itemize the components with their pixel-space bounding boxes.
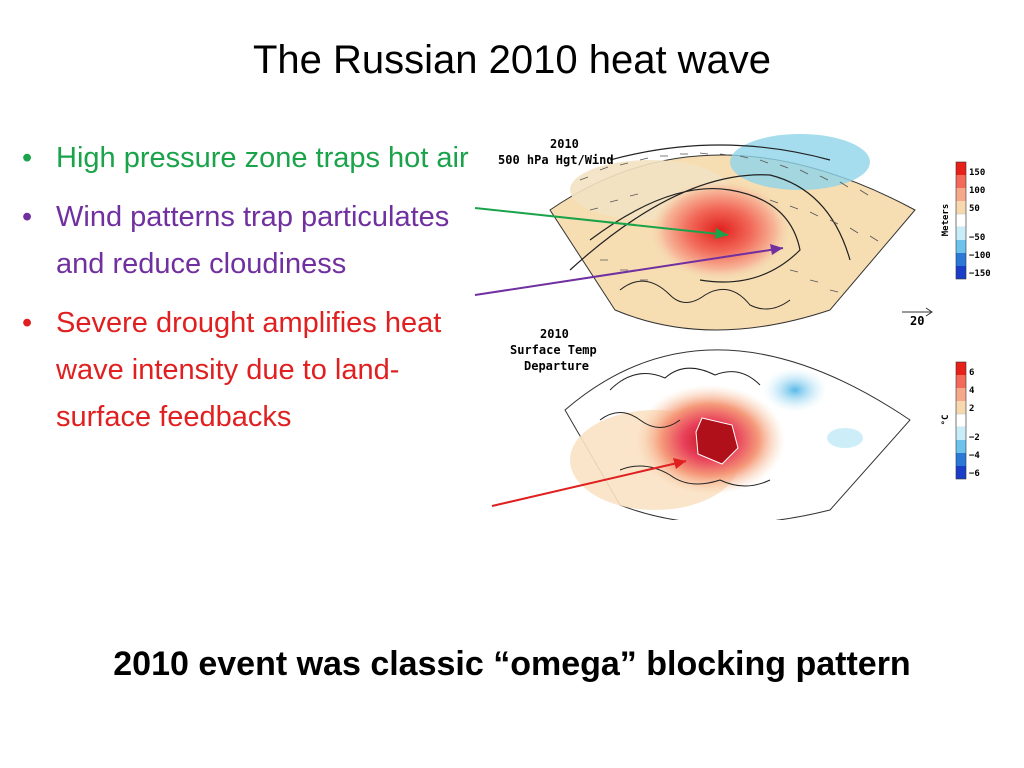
top-map-year: 2010 bbox=[550, 137, 579, 151]
bottom-colorbar-tick: −2 bbox=[969, 433, 980, 443]
arrow-green bbox=[474, 207, 729, 239]
top-map-contour bbox=[609, 144, 831, 161]
bottom-colorbar-tick: 6 bbox=[969, 368, 974, 378]
bottom-map-label-line1: Surface Temp bbox=[510, 343, 597, 357]
top-colorbar-tick: −100 bbox=[969, 251, 990, 261]
top-colorbar-tick: 150 bbox=[969, 168, 985, 178]
bottom-colorbar-tick: −6 bbox=[969, 469, 980, 479]
top-map-contour bbox=[589, 187, 801, 283]
bullet-marker: • bbox=[22, 201, 33, 233]
bottom-map-label-line2: Departure bbox=[524, 359, 589, 373]
bottom-colorbar-tick: 4 bbox=[969, 386, 975, 396]
bullet-marker: • bbox=[22, 307, 33, 339]
bottom-colorbar-unit: °C bbox=[941, 415, 951, 426]
top-map-500hpa: 2010 500 hPa Hgt/Wind 150 100 50 −50 −10… bbox=[498, 134, 990, 331]
slide-title: The Russian 2010 heat wave bbox=[252, 38, 772, 82]
wind-scale-arrow: 20 bbox=[902, 307, 933, 328]
bottom-map-surface-temp: 2010 Surface Temp Departure 6 4 2 −2 −4 … bbox=[510, 327, 980, 520]
bullet-wind-patterns: • Wind patterns trap particulates and re… bbox=[20, 194, 480, 288]
bullet-drought: • Severe drought amplifies heat wave int… bbox=[20, 300, 480, 441]
top-map-coastline bbox=[619, 280, 791, 310]
top-colorbar-tick: 50 bbox=[969, 204, 980, 214]
bullet-list: • High pressure zone traps hot air • Win… bbox=[20, 135, 480, 453]
bottom-colorbar-tick: 2 bbox=[969, 404, 974, 414]
bullet-text: High pressure zone traps hot air bbox=[56, 142, 469, 174]
annotation-arrows bbox=[474, 207, 784, 507]
bullet-high-pressure: • High pressure zone traps hot air bbox=[20, 135, 480, 182]
bottom-map-colorbar: 6 4 2 −2 −4 −6 °C bbox=[941, 361, 980, 480]
top-map-wind-vectors bbox=[579, 152, 879, 293]
bottom-map-cool-region bbox=[827, 428, 863, 448]
wind-scale-label: 20 bbox=[910, 314, 924, 328]
top-map-high-pressure bbox=[650, 180, 790, 280]
top-map-colorbar: 150 100 50 −50 −100 −150 Meters bbox=[941, 161, 990, 280]
top-colorbar-tick: −50 bbox=[969, 233, 985, 243]
top-map-label: 500 hPa Hgt/Wind bbox=[498, 153, 614, 167]
bottom-map-year: 2010 bbox=[540, 327, 569, 341]
bullet-text: Wind patterns trap particulates and redu… bbox=[56, 201, 450, 280]
bottom-map-cool-region bbox=[763, 368, 827, 412]
bullet-marker: • bbox=[22, 142, 33, 174]
footer-conclusion: 2010 event was classic “omega” blocking … bbox=[113, 645, 911, 683]
top-colorbar-tick: −150 bbox=[969, 269, 990, 279]
arrow-purple bbox=[474, 244, 784, 296]
climate-figure: 2010 500 hPa Hgt/Wind 150 100 50 −50 −10… bbox=[474, 134, 990, 520]
arrow-red bbox=[491, 458, 687, 507]
bottom-map-core-contour bbox=[695, 417, 739, 465]
top-colorbar-unit: Meters bbox=[941, 204, 951, 237]
top-colorbar-tick: 100 bbox=[969, 186, 985, 196]
bottom-map-coastline bbox=[599, 367, 771, 487]
bottom-colorbar-tick: −4 bbox=[969, 451, 980, 461]
top-map-cool-zone bbox=[730, 134, 870, 190]
bullet-text: Severe drought amplifies heat wave inten… bbox=[56, 307, 442, 433]
